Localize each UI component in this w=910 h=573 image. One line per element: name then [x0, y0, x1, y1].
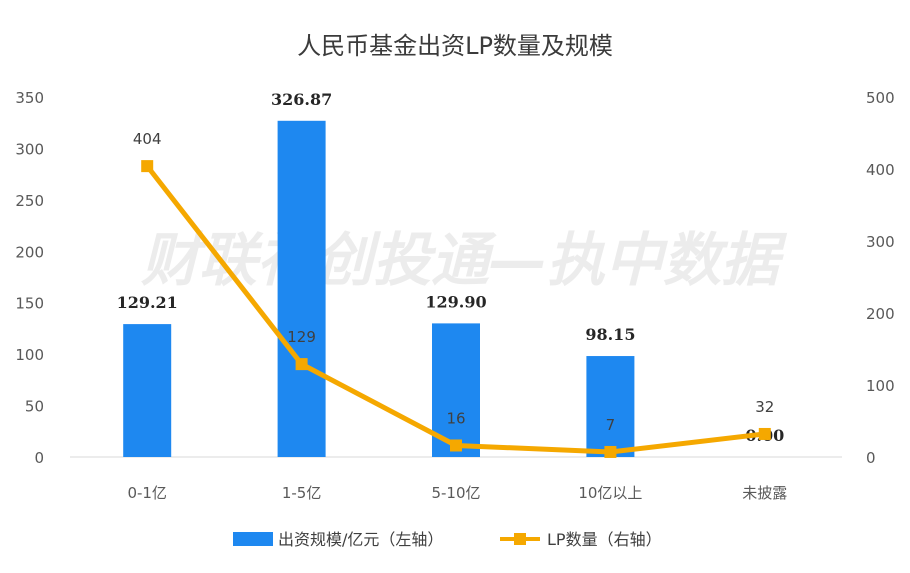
line-value-label: 129 [287, 328, 316, 346]
left-tick-label: 150 [15, 295, 44, 313]
bar-value-label: 326.87 [271, 90, 332, 109]
right-axis: 0 100 200 300 400 500 [866, 89, 895, 467]
line-marker [141, 160, 154, 173]
category-label: 5-10亿 [431, 484, 480, 502]
bar-value-label: 129.90 [425, 292, 486, 311]
line-series: 404 129 16 7 32 [133, 130, 774, 458]
line-value-label: 404 [133, 130, 162, 148]
watermark: 财联社创投通—执中数据 [141, 226, 788, 294]
left-axis: 0 50 100 150 200 250 300 350 [15, 89, 44, 467]
right-tick-label: 500 [866, 89, 895, 107]
legend-bar-label: 出资规模/亿元（左轴） [278, 530, 443, 549]
right-tick-label: 200 [866, 305, 895, 323]
category-label: 1-5亿 [282, 484, 322, 502]
category-label: 0-1亿 [127, 484, 167, 502]
legend-line-marker [514, 533, 526, 545]
left-tick-label: 300 [15, 140, 44, 158]
category-label: 未披露 [742, 484, 787, 502]
line-value-label: 7 [606, 416, 616, 434]
left-tick-label: 0 [34, 449, 44, 467]
right-tick-label: 0 [866, 449, 876, 467]
line-marker [604, 445, 617, 458]
legend-line-label: LP数量（右轴） [547, 530, 662, 549]
line-value-label: 16 [446, 409, 465, 427]
bar [277, 120, 326, 457]
legend-bar-swatch [233, 532, 273, 546]
left-tick-label: 200 [15, 243, 44, 261]
bar-value-label: 129.21 [117, 293, 178, 312]
line-marker [758, 427, 771, 440]
left-tick-label: 350 [15, 89, 44, 107]
legend: 出资规模/亿元（左轴） LP数量（右轴） [233, 530, 662, 549]
right-tick-label: 100 [866, 377, 895, 395]
right-tick-label: 300 [866, 233, 895, 251]
category-label: 10亿以上 [578, 484, 642, 502]
line-marker [450, 439, 462, 452]
left-tick-label: 50 [25, 398, 44, 416]
bar-value-label: 98.15 [585, 325, 635, 344]
bar [123, 324, 172, 457]
left-tick-label: 100 [15, 346, 44, 364]
right-tick-label: 400 [866, 161, 895, 179]
x-axis: 0-1亿 1-5亿 5-10亿 10亿以上 未披露 [127, 484, 787, 502]
bar [586, 356, 635, 457]
line-value-label: 32 [755, 398, 774, 416]
left-tick-label: 250 [15, 192, 44, 210]
line-marker [295, 358, 308, 371]
chart-title: 人民币基金出资LP数量及规模 [297, 32, 613, 60]
